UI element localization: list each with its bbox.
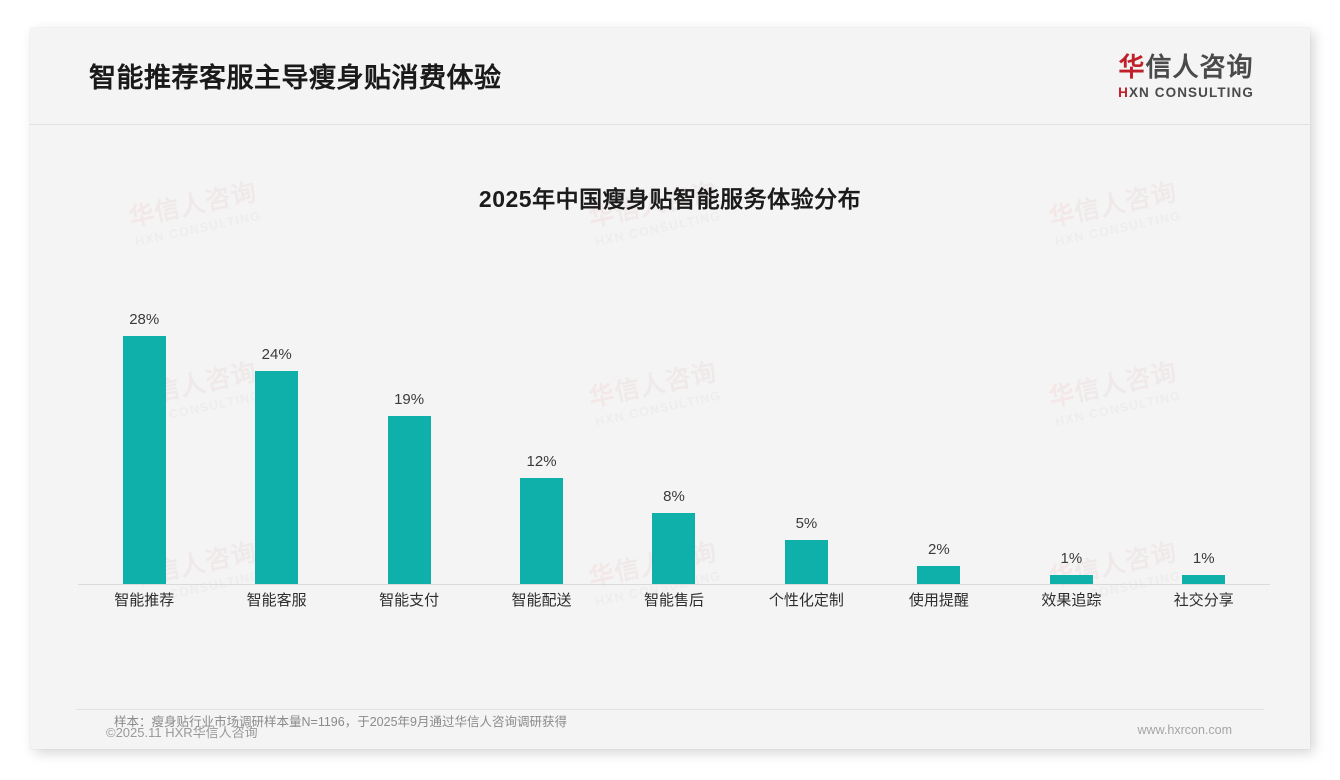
bar-group[interactable]: 1% 效果追踪 [1005,253,1137,609]
bar[interactable] [122,335,166,584]
bar-value-label: 19% [394,390,425,408]
brand-logo-en-rest: XN CONSULTING [1128,85,1254,100]
bar-group[interactable]: 19% 智能支付 [343,253,475,609]
brand-logo-cn: 华信人咨询 [1118,54,1254,80]
brand-logo: 华信人咨询 HXN CONSULTING [1118,54,1254,100]
watermark-en: HXN CONSULTING [1053,208,1183,249]
bar-group[interactable]: 1% 社交分享 [1138,253,1270,609]
bar-group[interactable]: 2% 使用提醒 [873,253,1005,609]
page-title: 智能推荐客服主导瘦身贴消费体验 [89,63,502,93]
bar-chart-plot: 28% 智能推荐 24% 智能客服 19% 智能支付 12% 智能配送 8% 智能售后 5% 个性化定… [78,253,1270,609]
brand-logo-cn-red: 华 [1118,52,1146,82]
bar-value-label: 28% [129,310,160,328]
bar-value-label: 1% [1060,550,1083,568]
bar[interactable] [255,371,299,584]
bar-group[interactable]: 24% 智能客服 [210,253,342,609]
x-axis-category-label: 智能推荐 [114,592,175,609]
slide-footer: ©2025.11 HXR华信人咨询 www.hxrcon.com [76,709,1264,749]
bar[interactable] [784,539,828,584]
bar[interactable] [1182,575,1226,584]
watermark-en: HXN CONSULTING [133,208,263,249]
slide-card: 华信人咨询 HXN CONSULTING 华信人咨询 HXN CONSULTIN… [30,28,1310,749]
bar[interactable] [652,513,696,584]
bar[interactable] [520,477,564,584]
watermark-en: HXN CONSULTING [593,208,723,249]
sample-note: 样本：瘦身贴行业市场调研样本量N=1196，于2025年9月通过华信人咨询调研获… [114,715,567,729]
bar-value-label: 8% [663,488,685,506]
bar-group[interactable]: 5% 个性化定制 [740,253,872,609]
chart-title: 2025年中国瘦身贴智能服务体验分布 [478,186,862,212]
x-axis-category-label: 智能售后 [643,592,704,609]
brand-logo-cn-rest: 信人咨询 [1145,52,1254,82]
bar[interactable] [917,566,961,584]
x-axis-category-label: 效果追踪 [1041,592,1102,609]
x-axis-category-label: 个性化定制 [768,592,844,609]
x-axis-category-label: 智能客服 [246,592,307,609]
slide-header: 智能推荐客服主导瘦身贴消费体验 华信人咨询 HXN CONSULTING [30,28,1310,125]
bar-value-label: 12% [526,452,557,470]
copyright-text: ©2025.11 HXR华信人咨询 [106,725,258,740]
x-axis-category-label: 使用提醒 [908,592,969,609]
brand-logo-en-red: H [1118,85,1129,100]
bar-group[interactable]: 12% 智能配送 [475,253,607,609]
bar-value-label: 24% [261,346,292,364]
x-axis-line [78,584,1270,585]
x-axis-category-label: 社交分享 [1173,592,1234,609]
bar-value-label: 5% [795,514,818,532]
x-axis-category-label: 智能配送 [511,592,572,609]
bar-group[interactable]: 8% 智能售后 [608,253,740,609]
bar-value-label: 2% [928,541,950,559]
bar[interactable] [387,415,431,584]
bar-value-label: 1% [1192,550,1215,568]
bar-group[interactable]: 28% 智能推荐 [78,253,210,609]
website-url: www.hxrcon.com [1137,723,1232,737]
brand-logo-en: HXN CONSULTING [1118,86,1254,100]
bar[interactable] [1049,575,1093,584]
x-axis-category-label: 智能支付 [379,592,440,609]
